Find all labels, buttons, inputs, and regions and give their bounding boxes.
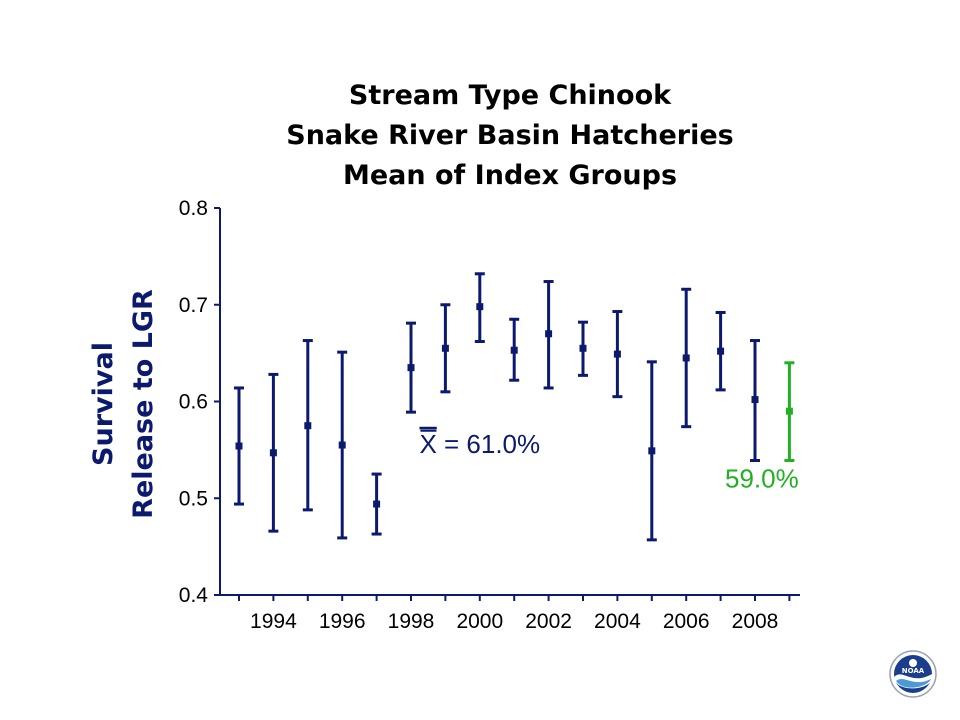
data-point-2008	[750, 339, 760, 463]
data-point-1993	[234, 386, 244, 506]
data-points	[234, 272, 795, 542]
point-marker	[338, 441, 346, 449]
annotations: X = 61.0% 59.0%	[419, 429, 798, 494]
point-marker	[510, 346, 518, 354]
y-tick-label: 0.5	[179, 487, 208, 510]
data-point-1995	[302, 339, 313, 512]
mean-symbol: X	[419, 429, 436, 459]
annotation-2: 59.0%	[725, 464, 799, 494]
data-point-1998	[406, 321, 416, 414]
point-marker	[269, 449, 277, 457]
point-marker	[751, 396, 759, 404]
noaa-logo-icon: NOAA	[889, 650, 937, 698]
chart-title: Stream Type Chinook Snake River Basin Hat…	[286, 80, 733, 191]
y-tick-label: 0.4	[179, 584, 209, 607]
point-marker	[682, 354, 690, 362]
data-point-2004	[612, 310, 623, 399]
logo-text: NOAA	[902, 667, 925, 675]
data-point-2006	[681, 287, 692, 429]
x-tick-label: 1998	[388, 610, 435, 633]
data-point-2009	[784, 361, 795, 463]
y-tick-label: 0.6	[179, 391, 208, 414]
data-point-2001	[509, 317, 520, 382]
data-point-2007	[715, 310, 726, 392]
point-marker	[476, 303, 484, 311]
y-tick-label: 0.7	[179, 294, 208, 317]
x-tick-label: 2004	[594, 610, 641, 633]
x-tick-label: 2006	[663, 610, 710, 633]
point-marker	[717, 347, 725, 355]
data-point-2002	[543, 280, 554, 390]
data-point-1996	[337, 350, 348, 540]
title-line-2: Snake River Basin Hatcheries	[286, 120, 733, 151]
point-marker	[407, 364, 415, 372]
y-axis-label: Survival Release to LGR	[88, 289, 159, 519]
x-tick-label: 2002	[525, 610, 572, 633]
point-marker	[613, 350, 621, 358]
title-line-3: Mean of Index Groups	[343, 160, 677, 191]
y-tick-label: 0.8	[179, 197, 208, 220]
x-tick-label: 2000	[456, 610, 503, 633]
point-marker	[441, 344, 449, 352]
data-point-2005	[646, 360, 657, 542]
point-marker	[304, 422, 312, 430]
point-marker	[373, 500, 381, 508]
data-point-1999	[440, 303, 451, 394]
x-tick-label: 1996	[319, 610, 366, 633]
point-marker	[579, 344, 587, 352]
data-point-2003	[578, 320, 588, 377]
data-point-1994	[268, 372, 279, 533]
x-tick-label: 2008	[732, 610, 779, 633]
point-marker	[648, 447, 656, 455]
y-axis-label-line-2: Release to LGR	[128, 289, 159, 519]
annotation-1: X = 61.0%	[419, 429, 540, 459]
title-line-1: Stream Type Chinook	[349, 80, 672, 111]
x-tick-label: 1994	[250, 610, 297, 633]
y-ticks: 0.4 0.5 0.6 0.7 0.8	[179, 197, 220, 607]
y-axis-label-line-1: Survival	[88, 342, 119, 466]
x-ticks: 1994 1996 1998 2000 2002 2004 2006 2008	[238, 595, 791, 633]
mean-value: = 61.0%	[437, 429, 540, 459]
point-marker	[785, 407, 793, 415]
point-marker	[545, 330, 553, 338]
point-marker	[235, 442, 243, 450]
data-point-1997	[371, 472, 382, 536]
data-point-2000	[474, 272, 485, 344]
